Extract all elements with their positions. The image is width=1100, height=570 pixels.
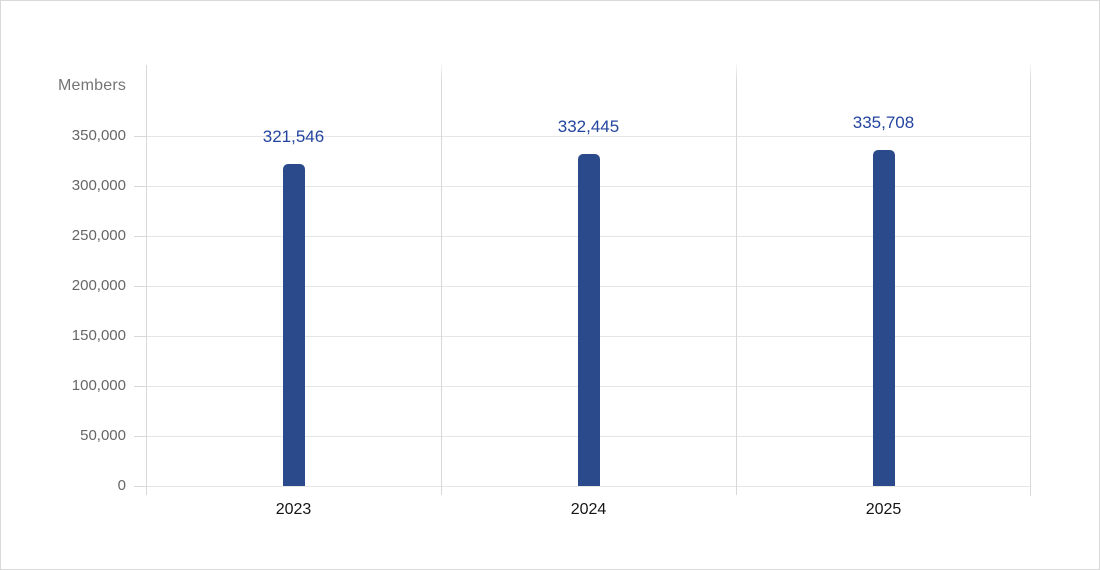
bar-2023[interactable] xyxy=(283,164,305,486)
plot-right-border xyxy=(1030,61,1031,496)
y-axis-tick-mark xyxy=(134,236,146,237)
x-axis-label-2025: 2025 xyxy=(865,501,902,518)
gridline xyxy=(146,486,1031,487)
y-axis-tick-mark xyxy=(134,436,146,437)
bar-2024[interactable] xyxy=(578,154,600,486)
bar-value-label: 332,445 xyxy=(557,117,620,136)
y-axis-tick-label: 200,000 xyxy=(71,277,126,294)
bar-value-label: 321,546 xyxy=(262,127,325,146)
bar-2025[interactable] xyxy=(873,150,895,486)
y-axis-tick-mark xyxy=(134,386,146,387)
x-axis-label-2024: 2024 xyxy=(570,501,607,518)
bar-value-label: 335,708 xyxy=(852,113,915,132)
y-axis-tick-mark xyxy=(134,286,146,287)
gridline xyxy=(146,136,1031,137)
y-axis-tick-label: 100,000 xyxy=(71,377,126,394)
y-axis-tick-mark xyxy=(134,336,146,337)
column-separator xyxy=(736,61,737,495)
y-axis-tick-label: 150,000 xyxy=(71,327,126,344)
y-axis-tick-mark xyxy=(134,136,146,137)
y-axis-tick-label: 350,000 xyxy=(71,127,126,144)
y-axis-tick-label: 50,000 xyxy=(80,427,126,444)
column-separator xyxy=(441,61,442,495)
y-axis-tick-label: 300,000 xyxy=(71,177,126,194)
x-axis-label-2023: 2023 xyxy=(275,501,312,518)
y-axis-tick-label: 0 xyxy=(117,477,126,494)
y-axis-tick-mark xyxy=(134,486,146,487)
y-axis-tick-label: 250,000 xyxy=(71,227,126,244)
y-axis-unit-label: Members xyxy=(58,77,127,94)
y-axis-tick-mark xyxy=(134,186,146,187)
y-axis-line xyxy=(146,65,147,495)
